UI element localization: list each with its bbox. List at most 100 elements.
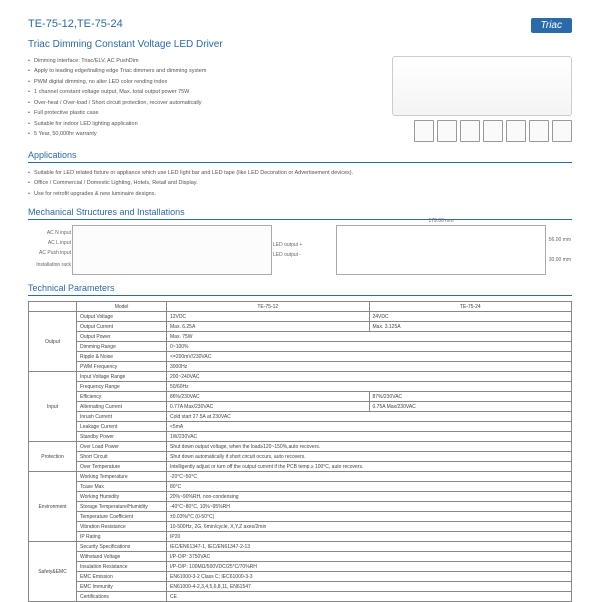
param-cell: Leakage Current (77, 422, 167, 432)
table-row: Ripple & Noise<=200mV/230VAC (29, 352, 572, 362)
cert-icon (529, 120, 549, 142)
dim-width: 179.00 mm (428, 218, 453, 224)
table-row: Frequency Range50/60Hz (29, 382, 572, 392)
cert-icon (483, 120, 503, 142)
value-cell: Max. 75W (167, 332, 572, 342)
section-mechanical: Mechanical Structures and Installations (28, 207, 572, 220)
feature-item: Dimming interface: Triac/ELV, AC PushDim (28, 56, 380, 66)
feature-item: PWM digital dimming, no alter LED color … (28, 77, 380, 87)
param-cell: Over Temperature (77, 462, 167, 472)
table-row: Vibration Resistance10-500Hz, 2G, 6min/c… (29, 522, 572, 532)
cert-icon (506, 120, 526, 142)
value-cell: <=200mV/230VAC (167, 352, 572, 362)
table-row: ProtectionOver Load PowerShut down outpu… (29, 442, 572, 452)
product-area (392, 56, 572, 142)
value-cell: I/P-O/P: 3750VAC (167, 552, 572, 562)
cert-icon (437, 120, 457, 142)
table-row: Over TemperatureIntelligently adjust or … (29, 462, 572, 472)
wiring-diagram: AC N input AC L input AC Push input Inst… (72, 225, 272, 275)
page-title: Triac Dimming Constant Voltage LED Drive… (28, 39, 572, 50)
value-cell: <5mA (167, 422, 572, 432)
param-cell: Alternating Current (77, 402, 167, 412)
value-cell: 200~240VAC (167, 372, 572, 382)
table-row: Inrush CurrentCold start 27.5A at 230VAC (29, 412, 572, 422)
value-cell: Cold start 27.5A at 230VAC (167, 412, 572, 422)
table-row: Alternating Current0.77A Max/230VAC0.75A… (29, 402, 572, 412)
param-cell: Inrush Current (77, 412, 167, 422)
group-cell: Output (29, 312, 77, 372)
table-row: Tcase Max80°C (29, 482, 572, 492)
section-technical: Technical Parameters (28, 283, 572, 296)
value-cell: 1W/230VAC (167, 432, 572, 442)
param-cell: Short Circuit (77, 452, 167, 462)
param-cell: Output Power (77, 332, 167, 342)
param-cell: Output Voltage (77, 312, 167, 322)
value-cell: EN61000-4-2,3,4,5,6,8,11, EN61547 (167, 582, 572, 592)
table-row: Output CurrentMax. 6.25AMax. 3.125A (29, 322, 572, 332)
feature-item: Suitable for indoor LED lighting applica… (28, 119, 380, 129)
header-row: TE-75-12,TE-75-24 Triac (28, 18, 572, 33)
param-cell: Security Specifications (77, 542, 167, 552)
param-cell: Frequency Range (77, 382, 167, 392)
triac-badge: Triac (531, 18, 572, 33)
table-row: Dimming Range0~100% (29, 342, 572, 352)
param-cell: EMC Emission (77, 572, 167, 582)
value-cell: EN61000-3-2 Class C; IEC61000-3-3 (167, 572, 572, 582)
value-cell: 24VDC (369, 312, 572, 322)
param-cell: Withstand Voltage (77, 552, 167, 562)
value-cell: 87%/230VAC (369, 392, 572, 402)
cert-icon (414, 120, 434, 142)
table-row: PWM Frequency3000Hz (29, 362, 572, 372)
table-row: Short CircuitShut down automatically if … (29, 452, 572, 462)
table-head: TE-75-24 (369, 302, 572, 312)
wiring-label: LED output - (273, 252, 321, 258)
value-cell: ±0.03%/°C (0-50°C) (167, 512, 572, 522)
group-cell: Environment (29, 472, 77, 542)
table-row: Output PowerMax. 75W (29, 332, 572, 342)
param-cell: Tcase Max (77, 482, 167, 492)
value-cell: Intelligently adjust or turn off the out… (167, 462, 572, 472)
feature-item: 1 channel constant voltage output, Max. … (28, 87, 380, 97)
group-cell: Safety&EMC (29, 542, 77, 602)
param-cell: Working Temperature (77, 472, 167, 482)
value-cell: 50/60Hz (167, 382, 572, 392)
param-cell: PWM Frequency (77, 362, 167, 372)
table-row: Leakage Current<5mA (29, 422, 572, 432)
model-heading: TE-75-12,TE-75-24 (28, 18, 123, 30)
section-applications: Applications (28, 150, 572, 163)
value-cell: IP20 (167, 532, 572, 542)
value-cell: -40°C~80°C, 10%~95%RH (167, 502, 572, 512)
feature-item: 5 Year, 50,000hr warranty (28, 129, 380, 139)
cert-icons (392, 120, 572, 142)
table-row: Storage Temperature/Humidity-40°C~80°C, … (29, 502, 572, 512)
application-item: Office / Commercial / Domestic Lighting,… (28, 178, 572, 188)
table-row: OutputOutput Voltage12VDC24VDC (29, 312, 572, 322)
group-cell: Input (29, 372, 77, 442)
param-cell: Ripple & Noise (77, 352, 167, 362)
value-cell: 20%~90%RH, non-condensing (167, 492, 572, 502)
param-cell: Temperature Coefficient (77, 512, 167, 522)
param-cell: Storage Temperature/Humidity (77, 502, 167, 512)
wiring-label: Installation rack (29, 262, 71, 268)
wiring-label: AC N input (29, 230, 71, 236)
table-row: Temperature Coefficient±0.03%/°C (0-50°C… (29, 512, 572, 522)
value-cell: 0.77A Max/230VAC (167, 402, 370, 412)
mechanical-block: AC N input AC L input AC Push input Inst… (28, 225, 572, 275)
cert-icon (460, 120, 480, 142)
wiring-label: AC Push input (29, 250, 71, 256)
wiring-label: LED output + (273, 242, 321, 248)
param-cell: Standby Power (77, 432, 167, 442)
upper-block: Dimming interface: Triac/ELV, AC PushDim… (28, 56, 572, 142)
feature-item: Over-heat / Over-load / Short circuit pr… (28, 98, 380, 108)
param-cell: Dimming Range (77, 342, 167, 352)
table-row: Working Humidity20%~90%RH, non-condensin… (29, 492, 572, 502)
table-row: IP RatingIP20 (29, 532, 572, 542)
value-cell: IEC/EN61347-1, IEC/EN61347-2-13 (167, 542, 572, 552)
table-row: InputInput Voltage Range200~240VAC (29, 372, 572, 382)
value-cell: Max. 6.25A (167, 322, 370, 332)
feature-list: Dimming interface: Triac/ELV, AC PushDim… (28, 56, 380, 142)
value-cell: 86%/230VAC (167, 392, 370, 402)
table-row: Efficiency86%/230VAC87%/230VAC (29, 392, 572, 402)
table-row: EMC EmissionEN61000-3-2 Class C; IEC6100… (29, 572, 572, 582)
value-cell: CE (167, 592, 572, 602)
